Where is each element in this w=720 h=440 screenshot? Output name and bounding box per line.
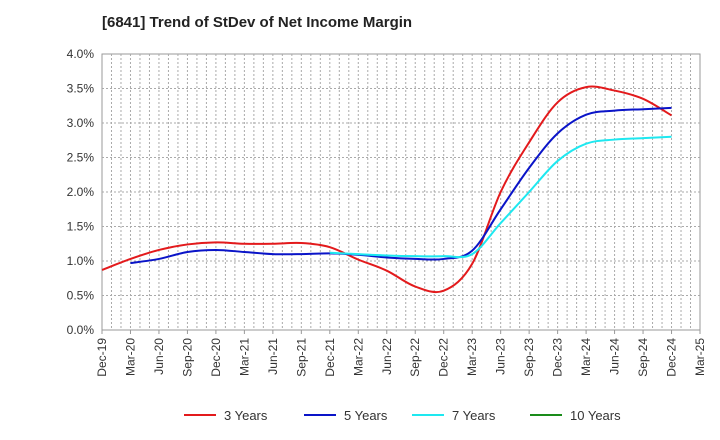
y-tick-label: 0.0% [67,323,95,337]
legend-label: 5 Years [344,408,388,423]
x-tick-label: Jun-23 [494,338,508,375]
x-tick-label: Sep-22 [408,338,422,377]
series-line-5-years [130,106,672,265]
y-tick-label: 0.5% [67,289,95,303]
x-tick-label: Mar-25 [693,338,707,376]
x-tick-label: Jun-24 [608,338,622,375]
x-tick-label: Dec-24 [665,338,679,377]
x-tick-label: Dec-21 [323,338,337,377]
x-tick-label: Jun-21 [266,338,280,375]
y-tick-label: 2.5% [67,151,95,165]
x-tick-label: Jun-22 [380,338,394,375]
series-line-7-years [329,135,672,259]
x-tick-label: Mar-21 [237,338,251,376]
y-tick-label: 1.5% [67,220,95,234]
legend-label: 10 Years [570,408,621,423]
x-tick-label: Jun-20 [152,338,166,375]
x-tick-label: Dec-23 [551,338,565,377]
y-tick-label: 4.0% [67,47,95,61]
x-tick-label: Dec-20 [209,338,223,377]
x-tick-label: Dec-22 [437,338,451,377]
chart-title: [6841] Trend of StDev of Net Income Marg… [102,14,413,31]
y-tick-label: 3.0% [67,116,95,130]
x-tick-label: Mar-22 [351,338,365,376]
x-tick-label: Dec-19 [95,338,109,377]
x-tick-label: Sep-23 [522,338,536,377]
legend-label: 7 Years [452,408,496,423]
x-tick-label: Sep-21 [294,338,308,377]
x-tick-label: Mar-24 [579,338,593,376]
x-tick-label: Sep-24 [636,338,650,377]
x-tick-label: Sep-20 [180,338,194,377]
y-tick-label: 1.0% [67,254,95,268]
series-line-3-years [101,85,673,294]
x-tick-label: Mar-23 [465,338,479,376]
y-tick-label: 2.0% [67,185,95,199]
legend-label: 3 Years [224,408,268,423]
y-tick-label: 3.5% [67,82,95,96]
x-tick-label: Mar-20 [123,338,137,376]
